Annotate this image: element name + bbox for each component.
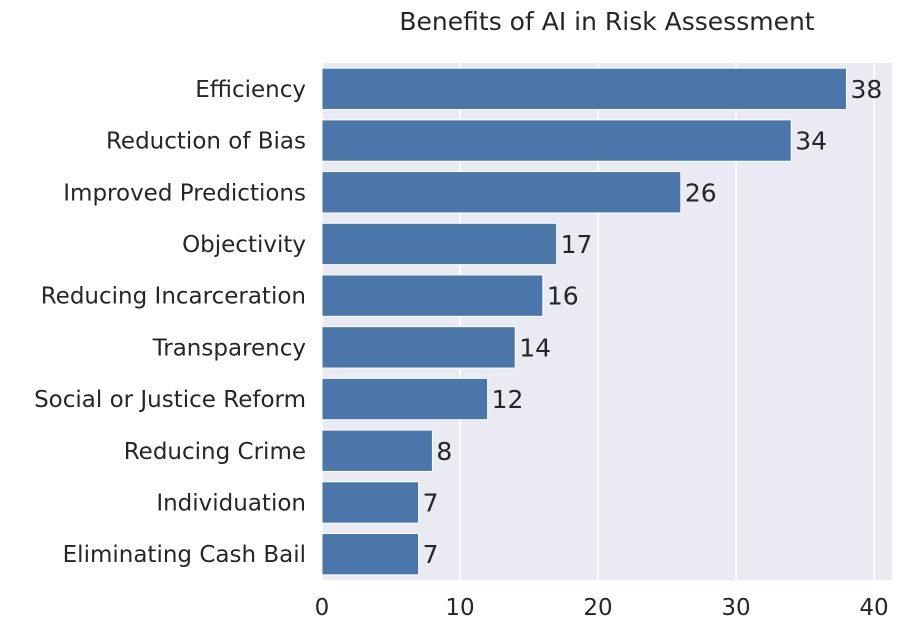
data-label: 17 bbox=[561, 230, 593, 259]
category-label: Reducing Incarceration bbox=[41, 284, 306, 310]
bar bbox=[321, 326, 516, 369]
bar bbox=[321, 222, 558, 266]
bars bbox=[321, 67, 847, 576]
chart-title: Benefits of AI in Risk Assessment bbox=[399, 7, 814, 36]
data-label: 14 bbox=[519, 333, 551, 362]
category-label: Social or Justice Reform bbox=[34, 387, 306, 413]
data-label: 7 bbox=[423, 488, 439, 517]
category-label: Objectivity bbox=[182, 232, 306, 258]
x-tick-labels: 0 10 20 30 40 bbox=[315, 595, 889, 621]
category-label: Improved Predictions bbox=[63, 180, 306, 206]
bar bbox=[321, 377, 489, 421]
bar bbox=[321, 67, 847, 111]
bar bbox=[321, 481, 420, 524]
data-label: 7 bbox=[423, 540, 439, 569]
category-label: Eliminating Cash Bail bbox=[63, 542, 306, 568]
x-tick-label: 0 bbox=[315, 595, 330, 621]
data-labels: 38 34 26 17 16 14 12 8 7 7 bbox=[423, 75, 883, 569]
category-labels: Efficiency Reduction of Bias Improved Pred… bbox=[34, 77, 306, 568]
category-label: Reducing Crime bbox=[124, 439, 306, 465]
x-tick-label: 20 bbox=[583, 595, 612, 621]
category-label: Reduction of Bias bbox=[106, 129, 306, 155]
bar bbox=[321, 171, 682, 214]
data-label: 34 bbox=[795, 127, 827, 156]
x-tick-label: 40 bbox=[859, 595, 888, 621]
data-label: 8 bbox=[436, 437, 452, 466]
category-label: Individuation bbox=[156, 490, 306, 516]
bar bbox=[321, 119, 792, 162]
bar bbox=[321, 429, 433, 472]
bar bbox=[321, 532, 420, 576]
data-label: 26 bbox=[685, 178, 717, 207]
category-label: Transparency bbox=[152, 335, 306, 361]
category-label: Efficiency bbox=[195, 77, 306, 103]
bar bbox=[321, 274, 544, 317]
data-label: 38 bbox=[850, 75, 882, 104]
x-tick-label: 10 bbox=[445, 595, 474, 621]
data-label: 12 bbox=[492, 385, 524, 414]
x-tick-label: 30 bbox=[721, 595, 750, 621]
data-label: 16 bbox=[547, 282, 579, 311]
